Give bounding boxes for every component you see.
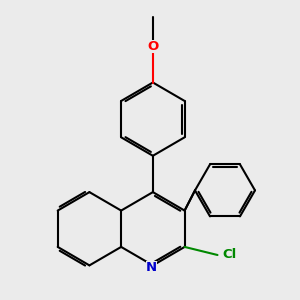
Text: N: N <box>146 261 157 274</box>
Text: Cl: Cl <box>222 248 236 262</box>
Text: O: O <box>147 40 158 53</box>
